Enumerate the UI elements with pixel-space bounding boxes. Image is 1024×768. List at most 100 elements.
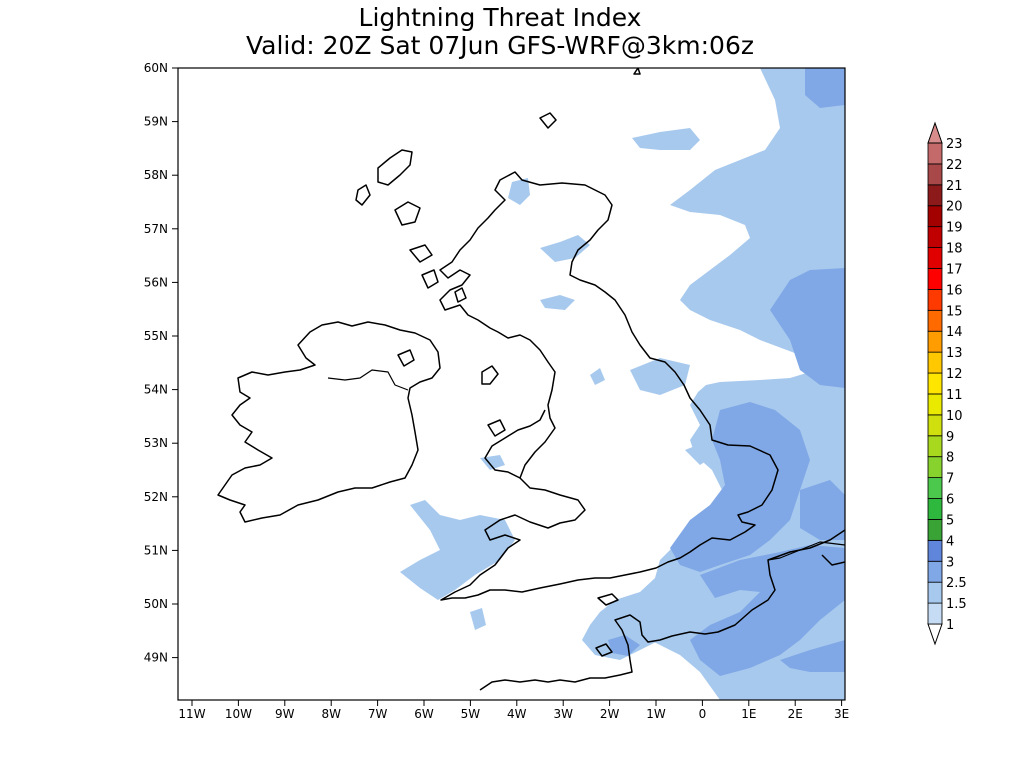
lon-tick-label: 7W xyxy=(368,707,388,721)
colorbar-segment xyxy=(927,498,943,520)
colorbar-label: 6 xyxy=(946,493,954,508)
colorbar-label: 14 xyxy=(946,325,963,340)
colorbar-label: 12 xyxy=(946,367,963,382)
threat-area-wales-west xyxy=(400,500,515,600)
lon-tick-label: 6W xyxy=(414,707,434,721)
coastline-isle-of-man xyxy=(481,365,499,385)
colorbar-label: 20 xyxy=(946,200,963,215)
colorbar-label: 17 xyxy=(946,262,963,277)
colorbar-label: 18 xyxy=(946,242,963,257)
threat-area-east-anglia xyxy=(670,402,810,572)
threat-area-lancs xyxy=(590,368,605,385)
lat-tick-label: 59N xyxy=(144,115,168,129)
colorbar-segment xyxy=(927,456,943,479)
lat-tick-label: 50N xyxy=(144,597,168,611)
longitude-axis: 11W 10W 9W 8W 7W 6W 5W 4W 3W 2W 1W 0 1E 2E 3E xyxy=(178,700,849,721)
lat-tick-label: 52N xyxy=(144,490,168,504)
colorbar-max-arrow xyxy=(927,121,943,144)
colorbar-segment xyxy=(927,330,943,353)
colorbar-label: 8 xyxy=(946,451,954,466)
lat-tick-label: 51N xyxy=(144,543,168,557)
threat-area-channel-west xyxy=(608,635,640,656)
lon-tick-label: 8W xyxy=(321,707,341,721)
colorbar-segment xyxy=(927,226,943,248)
coastline-wales xyxy=(484,409,546,479)
coastline-arran xyxy=(454,287,467,303)
colorbar-segment xyxy=(927,351,943,374)
colorbar-segment xyxy=(927,539,943,562)
colorbar-min-arrow xyxy=(927,623,943,646)
coastline-outer-hebrides-south xyxy=(355,184,371,206)
colorbar-segment xyxy=(927,581,943,604)
colorbar-segment xyxy=(927,184,943,207)
lon-tick-label: 5W xyxy=(461,707,481,721)
colorbar-label: 1.5 xyxy=(946,597,967,612)
coastline-orkney xyxy=(539,112,557,129)
lat-tick-label: 58N xyxy=(144,168,168,182)
coastline-isle-of-wight xyxy=(597,593,619,606)
threat-area-celtic-sea xyxy=(470,608,486,630)
colorbar-label: 9 xyxy=(946,430,954,445)
colorbar-segment xyxy=(927,414,943,437)
threat-area-yorkshire xyxy=(630,358,690,395)
lon-tick-label: 10W xyxy=(225,707,252,721)
lon-tick-label: 3W xyxy=(553,707,573,721)
colorbar: 1 1.5 2.5 3 4 5 6 7 8 9 10 11 12 13 14 15 16 17 18 19 20 21 22… xyxy=(927,121,967,646)
coastline-norway xyxy=(633,68,641,75)
colorbar-label: 13 xyxy=(946,346,963,361)
lon-tick-label: 2E xyxy=(788,707,803,721)
threat-area-north-sea-2 xyxy=(632,128,700,150)
colorbar-label: 3 xyxy=(946,555,954,570)
coastline-france xyxy=(479,529,845,691)
coastline-netherlands xyxy=(821,554,845,566)
lat-tick-label: 53N xyxy=(144,436,168,450)
colorbar-label: 2.5 xyxy=(946,576,967,591)
coastline-ireland xyxy=(217,321,441,523)
latitude-axis: 60N 59N 58N 57N 56N 55N 54N 53N 52N 51N 50N 49N xyxy=(144,61,178,665)
lon-tick-label: 1W xyxy=(646,707,666,721)
lon-tick-label: 0 xyxy=(699,707,707,721)
colorbar-label: 7 xyxy=(946,472,954,487)
threat-area-scotland-east xyxy=(540,235,590,262)
colorbar-segment xyxy=(927,268,943,290)
threat-area-moray xyxy=(508,178,530,205)
coastline-lewis xyxy=(377,149,413,186)
colorbar-segment xyxy=(927,288,943,311)
threat-area-norway-coast xyxy=(805,68,845,108)
colorbar-segment xyxy=(927,372,943,395)
border-france-belgium xyxy=(767,541,845,561)
threat-area-borders xyxy=(540,295,575,310)
border-northern-ireland xyxy=(327,369,409,391)
lat-tick-label: 54N xyxy=(144,383,168,397)
chart-title: Lightning Threat Index xyxy=(358,3,642,32)
colorbar-segment xyxy=(927,477,943,499)
chart-subtitle: Valid: 20Z Sat 07Jun GFS-WRF@3km:06z xyxy=(245,31,754,60)
lat-tick-label: 57N xyxy=(144,222,168,236)
colorbar-segment xyxy=(927,309,943,332)
coastline-great-britain xyxy=(439,171,779,601)
threat-area-france-north xyxy=(690,545,845,676)
colorbar-label: 4 xyxy=(946,534,954,549)
threat-area-belgium xyxy=(800,480,845,540)
threat-area-france-east xyxy=(780,640,845,672)
map-frame xyxy=(177,67,846,701)
lat-tick-label: 60N xyxy=(144,61,168,75)
colorbar-label: 23 xyxy=(946,137,963,152)
coastline-channel-islands xyxy=(595,643,613,657)
threat-shading xyxy=(400,68,845,700)
coastline-loch-neagh xyxy=(397,349,415,367)
coastline-skye xyxy=(394,201,421,226)
coastline-mull xyxy=(409,244,433,263)
colorbar-segment xyxy=(927,247,943,269)
colorbar-segment xyxy=(927,560,943,583)
lon-tick-label: 9W xyxy=(275,707,295,721)
colorbar-segment xyxy=(927,519,943,541)
colorbar-label: 15 xyxy=(946,304,963,319)
lat-tick-label: 56N xyxy=(144,275,168,289)
threat-area-north-sea xyxy=(600,68,845,700)
colorbar-segment xyxy=(927,163,943,186)
lon-tick-label: 11W xyxy=(178,707,205,721)
colorbar-segment xyxy=(927,393,943,416)
coastlines xyxy=(217,68,845,691)
colorbar-segment xyxy=(927,205,943,228)
